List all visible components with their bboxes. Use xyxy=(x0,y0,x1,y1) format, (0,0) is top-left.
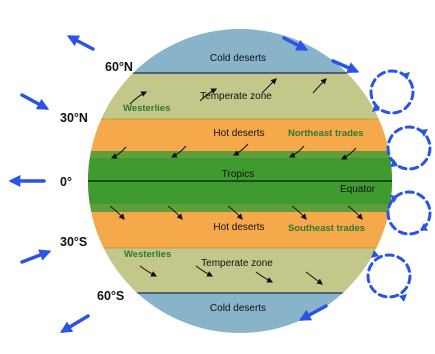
outflow-arrow xyxy=(282,36,309,51)
circulation-cell xyxy=(386,190,432,236)
label-60n: 60°N xyxy=(105,60,133,74)
globe xyxy=(88,29,392,333)
circulation-arrowheads xyxy=(371,72,428,302)
cell-arrowhead xyxy=(402,72,410,80)
westerly-arrow xyxy=(312,78,327,94)
cell-arrowhead xyxy=(372,104,380,112)
westerly-arrow xyxy=(261,78,277,94)
label-westerlies-south: Westerlies xyxy=(124,249,171,260)
label-hot-north: Hot deserts xyxy=(213,128,264,139)
label-60s: 60°S xyxy=(97,289,124,303)
trade-arrow xyxy=(167,205,183,220)
label-30s: 30°S xyxy=(60,235,87,249)
cell-arrowhead xyxy=(399,294,407,302)
circulation-cell xyxy=(386,125,432,171)
trade-arrow xyxy=(291,205,307,220)
outflow-arrow xyxy=(331,59,360,74)
wind-labels: Westerlies Northeast trades Southeast tr… xyxy=(123,103,365,260)
westerly-arrow xyxy=(199,88,218,102)
trade-arrow xyxy=(288,145,305,158)
trade-arrow xyxy=(110,146,127,159)
westerly-arrow xyxy=(305,271,323,285)
cell-arrowhead xyxy=(390,195,398,203)
cell-arrowhead xyxy=(371,250,379,258)
inflow-arrow xyxy=(20,249,52,264)
westerly-arrow xyxy=(129,91,148,105)
label-tropics: Tropics xyxy=(222,169,254,180)
outflow-arrow xyxy=(66,35,95,51)
label-northeast-trades: Northeast trades xyxy=(288,128,364,139)
label-westerlies-north: Westerlies xyxy=(123,103,170,114)
band-labels: Cold deserts Temperate zone Hot deserts … xyxy=(200,53,376,314)
surface-wind-arrows xyxy=(8,35,360,333)
cell-arrowhead xyxy=(420,223,428,231)
trade-arrow xyxy=(170,145,187,158)
cell-arrowhead xyxy=(420,129,428,137)
inflow-arrow xyxy=(20,93,50,110)
trade-arrow xyxy=(109,205,125,220)
trade-arrow xyxy=(340,147,357,160)
label-temperate-north: Temperate zone xyxy=(200,91,272,102)
label-0: 0° xyxy=(60,175,72,189)
outflow-arrow xyxy=(59,314,90,333)
label-30n: 30°N xyxy=(60,111,88,125)
label-southeast-trades: Southeast trades xyxy=(288,223,365,234)
band-cold-south xyxy=(88,293,392,333)
wind-arrows xyxy=(109,78,363,285)
westerly-arrow xyxy=(195,265,214,277)
band-temperate-south xyxy=(88,248,392,293)
cell-arrowhead xyxy=(390,159,398,167)
circulation-cell xyxy=(366,253,412,299)
circulation-cells xyxy=(366,69,432,299)
trade-arrow xyxy=(227,205,243,220)
band-hot-north xyxy=(88,119,392,151)
circulation-cell xyxy=(369,69,415,115)
label-hot-south: Hot deserts xyxy=(213,222,264,233)
label-temperate-south: Temperate zone xyxy=(201,258,273,269)
trade-arrow xyxy=(347,205,363,220)
label-equator: Equator xyxy=(340,184,376,195)
label-cold-north: Cold deserts xyxy=(210,53,266,64)
trade-arrow xyxy=(232,143,249,156)
label-cold-south: Cold deserts xyxy=(210,303,266,314)
latitude-labels: 60°N 30°N 0° 30°S 60°S xyxy=(60,60,133,303)
westerly-arrow xyxy=(139,265,158,277)
westerly-arrow xyxy=(255,271,274,283)
outflow-arrow xyxy=(298,304,328,321)
